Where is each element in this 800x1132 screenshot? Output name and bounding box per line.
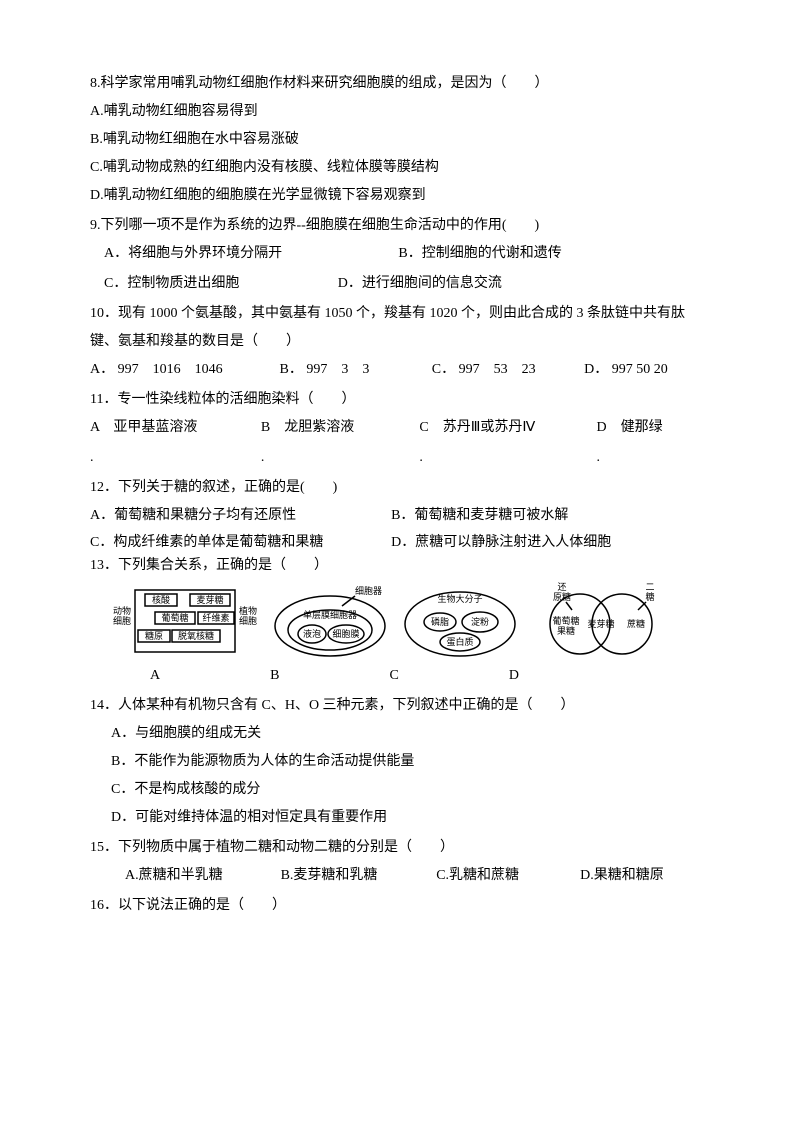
q13-label-a[interactable]: A [150, 662, 160, 690]
q13-label-b[interactable]: B [270, 662, 279, 690]
diag-a-b6: 脱氧核糖 [178, 630, 214, 641]
svg-text:还: 还 [557, 582, 566, 592]
svg-text:原糖: 原糖 [553, 591, 571, 602]
q8-stem: 8.科学家常用哺乳动物红细胞作材料来研究细胞膜的组成，是因为（ ） [90, 70, 710, 98]
q11-stem: 11．专一性染线粒体的活细胞染料（ ） [90, 386, 710, 414]
q14-stem: 14．人体某种有机物只含有 C、H、O 三种元素，下列叙述中正确的是（ ） [90, 692, 710, 720]
q15-stem: 15．下列物质中属于植物二糖和动物二糖的分别是（ ） [90, 834, 710, 862]
diag-a-b2: 麦芽糖 [196, 594, 223, 605]
q15-opt-b[interactable]: B.麦芽糖和乳糖 [281, 862, 433, 890]
diag-d-right: 蔗糖 [627, 618, 645, 629]
q8-opt-d[interactable]: D.哺乳动物红细胞的细胞膜在光学显微镜下容易观察到 [90, 182, 710, 210]
question-16: 16．以下说法正确的是（ ） [90, 892, 710, 920]
q14-opt-a[interactable]: A．与细胞膜的组成无关 [90, 720, 710, 748]
q14-opt-b[interactable]: B．不能作为能源物质为人体的生命活动提供能量 [90, 748, 710, 776]
diag-b-outer: 细胞器 [355, 585, 382, 596]
diag-d-mid: 麦芽糖 [587, 618, 614, 629]
diag-b-i2: 细胞膜 [332, 628, 359, 639]
q11-dot-a: . [90, 444, 257, 472]
svg-text:二: 二 [645, 582, 654, 592]
q13-diagram-a: 动物细胞 植物细胞 核酸 麦芽糖 葡萄糖 纤维素 糖原 脱氧核糖 [110, 582, 260, 660]
q9-opt-b[interactable]: B．控制细胞的代谢和遗传 [398, 240, 561, 268]
q11-opt-d[interactable]: D 健那绿 [596, 414, 662, 442]
q15-opt-a[interactable]: A.蔗糖和半乳糖 [125, 862, 277, 890]
q13-diagram-c: 生物大分子 磷脂 淀粉 蛋白质 [400, 582, 520, 660]
q11-dot-d: . [596, 444, 600, 472]
q11-dot-b: . [261, 444, 416, 472]
diag-c-right: 淀粉 [471, 616, 489, 627]
q10-opt-d[interactable]: D． 997 50 20 [584, 356, 668, 384]
q11-dot-c: . [419, 444, 593, 472]
q10-opt-c[interactable]: C． 997 53 23 [432, 356, 581, 384]
diag-c-bottom: 蛋白质 [446, 636, 473, 647]
q13-diagram-labels: A B C D [150, 662, 710, 690]
diag-a-b5: 糖原 [145, 630, 163, 641]
q13-stem: 13．下列集合关系，正确的是（ ） [90, 555, 710, 576]
diag-a-b4: 纤维素 [202, 612, 229, 623]
q12-opt-b[interactable]: B．葡萄糖和麦芽糖可被水解 [391, 502, 568, 530]
q15-opt-c[interactable]: C.乳糖和蔗糖 [436, 862, 576, 890]
q11-opt-c[interactable]: C 苏丹Ⅲ或苏丹Ⅳ [419, 414, 593, 442]
svg-text:糖: 糖 [645, 591, 654, 602]
question-10: 10．现有 1000 个氨基酸，其中氨基有 1050 个，羧基有 1020 个，… [90, 300, 710, 384]
q13-diagrams: 动物细胞 植物细胞 核酸 麦芽糖 葡萄糖 纤维素 糖原 脱氧核糖 细胞器 单层膜… [110, 582, 710, 660]
question-8: 8.科学家常用哺乳动物红细胞作材料来研究细胞膜的组成，是因为（ ） A.哺乳动物… [90, 70, 710, 210]
question-14: 14．人体某种有机物只含有 C、H、O 三种元素，下列叙述中正确的是（ ） A．… [90, 692, 710, 832]
svg-text:葡萄糖果糖: 葡萄糖果糖 [552, 615, 579, 636]
q13-diagram-d: 还 原糖 二 糖 葡萄糖果糖 麦芽糖 蔗糖 [530, 582, 670, 660]
diag-b-mid: 单层膜细胞器 [303, 609, 357, 620]
q9-opt-a[interactable]: A．将细胞与外界环境分隔开 [104, 240, 395, 268]
q8-opt-c[interactable]: C.哺乳动物成熟的红细胞内没有核膜、线粒体膜等膜结构 [90, 154, 710, 182]
q10-stem2: 键、氨基和羧基的数目是（ ） [90, 328, 710, 356]
q9-stem: 9.下列哪一项不是作为系统的边界--细胞膜在细胞生命活动中的作用( ) [90, 212, 710, 240]
question-12: 12．下列关于糖的叙述，正确的是( ) A．葡萄糖和果糖分子均有还原性 B．葡萄… [90, 474, 710, 553]
q11-opt-a[interactable]: A 亚甲基蓝溶液 [90, 414, 257, 442]
q12-stem: 12．下列关于糖的叙述，正确的是( ) [90, 474, 710, 502]
q8-opt-b[interactable]: B.哺乳动物红细胞在水中容易涨破 [90, 126, 710, 154]
q10-opt-a[interactable]: A． 997 1016 1046 [90, 356, 276, 384]
svg-text:植物细胞: 植物细胞 [239, 605, 257, 626]
q14-opt-d[interactable]: D．可能对维持体温的相对恒定具有重要作用 [90, 804, 710, 832]
q9-opt-d[interactable]: D．进行细胞间的信息交流 [338, 270, 502, 298]
diag-b-i1: 液泡 [303, 628, 321, 639]
q16-stem: 16．以下说法正确的是（ ） [90, 892, 710, 920]
q8-opt-a[interactable]: A.哺乳动物红细胞容易得到 [90, 98, 710, 126]
q11-opt-b[interactable]: B 龙胆紫溶液 [261, 414, 416, 442]
q15-opt-d[interactable]: D.果糖和糖原 [580, 862, 664, 890]
diag-a-b1: 核酸 [152, 594, 170, 605]
q12-opt-d[interactable]: D．蔗糖可以静脉注射进入人体细胞 [391, 532, 611, 553]
q12-opt-c[interactable]: C．构成纤维素的单体是葡萄糖和果糖 [90, 532, 388, 553]
q9-opt-c[interactable]: C．控制物质进出细胞 [104, 270, 334, 298]
diag-c-outer: 生物大分子 [437, 593, 482, 604]
q12-opt-a[interactable]: A．葡萄糖和果糖分子均有还原性 [90, 502, 388, 530]
q13-diagram-b: 细胞器 单层膜细胞器 液泡 细胞膜 [270, 582, 390, 660]
question-13: 13．下列集合关系，正确的是（ ） 动物细胞 植物细胞 核酸 麦芽糖 葡萄糖 纤… [90, 555, 710, 690]
question-15: 15．下列物质中属于植物二糖和动物二糖的分别是（ ） A.蔗糖和半乳糖 B.麦芽… [90, 834, 710, 890]
q10-stem1: 10．现有 1000 个氨基酸，其中氨基有 1050 个，羧基有 1020 个，… [90, 300, 710, 328]
diag-c-left: 磷脂 [431, 616, 449, 627]
question-9: 9.下列哪一项不是作为系统的边界--细胞膜在细胞生命活动中的作用( ) A．将细… [90, 212, 710, 298]
q14-opt-c[interactable]: C．不是构成核酸的成分 [90, 776, 710, 804]
q10-opt-b[interactable]: B． 997 3 3 [280, 356, 429, 384]
svg-text:动物细胞: 动物细胞 [113, 605, 131, 626]
diag-a-b3: 葡萄糖 [161, 612, 188, 623]
q13-label-c[interactable]: C [389, 662, 398, 690]
question-11: 11．专一性染线粒体的活细胞染料（ ） A 亚甲基蓝溶液 B 龙胆紫溶液 C 苏… [90, 386, 710, 472]
q13-label-d[interactable]: D [509, 662, 519, 690]
